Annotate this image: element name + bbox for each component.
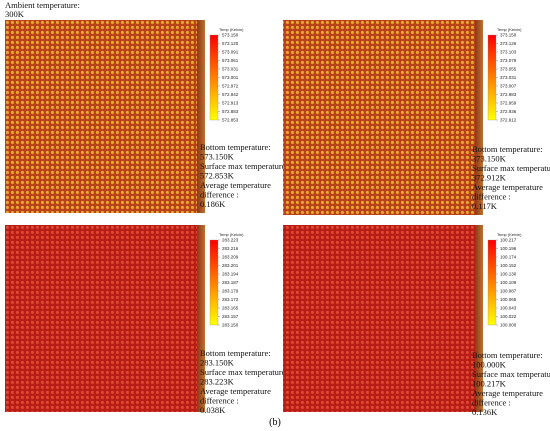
color-bar — [209, 34, 219, 121]
color-bar — [487, 34, 497, 121]
tick-label: 372.959 — [500, 101, 517, 106]
note: Surface max temperature: — [200, 367, 288, 377]
tick-label: 572.853 — [222, 118, 239, 123]
tick-label: 573.061 — [222, 58, 239, 63]
tick-label: 572.913 — [222, 101, 239, 106]
heat-edge — [475, 225, 483, 412]
heat-map — [283, 20, 475, 215]
note: 572.853K — [200, 171, 235, 181]
ambient-value: 300K — [5, 9, 25, 19]
tick-label: 572.972 — [222, 84, 239, 89]
tick-label: 100.065 — [500, 297, 517, 302]
tick-label: 573.150 — [222, 33, 239, 38]
tick-label: 373.079 — [500, 58, 517, 63]
note: 372.912K — [472, 173, 507, 183]
tick-label: 100.022 — [500, 314, 517, 319]
note: difference : — [472, 192, 511, 202]
tick-label: 373.007 — [500, 84, 517, 89]
note: 100.217K — [472, 379, 507, 389]
note: difference : — [200, 190, 239, 200]
tick-label: 283.172 — [222, 297, 239, 302]
note: Average temperature — [472, 182, 543, 192]
note: difference : — [200, 396, 239, 406]
tick-label: 100.043 — [500, 306, 517, 311]
heat-map — [5, 20, 197, 213]
caption: (b) — [269, 417, 281, 428]
note: Bottom temperature: — [200, 142, 271, 152]
note: difference : — [472, 398, 511, 408]
tick-label: 100.000 — [500, 323, 517, 328]
tick-label: 283.209 — [222, 255, 239, 260]
tick-label: 100.196 — [500, 246, 517, 251]
tick-label: 373.055 — [500, 67, 517, 72]
note: 283.150K — [200, 358, 235, 368]
tick-label: 100.152 — [500, 263, 517, 268]
tick-label: 572.942 — [222, 92, 239, 97]
note: Bottom temperature: — [472, 144, 543, 154]
color-bar — [209, 239, 219, 326]
note: 373.150K — [472, 154, 507, 164]
tick-label: 283.157 — [222, 314, 239, 319]
legend-title: Temp (Kelvin) — [497, 232, 522, 237]
tick-label: 100.217 — [500, 238, 517, 243]
tick-label: 283.201 — [222, 263, 239, 268]
heat-edge — [475, 20, 483, 215]
tick-label: 572.883 — [222, 109, 239, 114]
tick-label: 283.194 — [222, 272, 239, 277]
tick-label: 373.126 — [500, 41, 517, 46]
note: 0.186K — [200, 199, 226, 209]
color-bar — [487, 239, 497, 326]
tick-label: 573.031 — [222, 67, 239, 72]
legend-title: Temp (Kelvin) — [219, 232, 244, 237]
note: Average temperature — [472, 388, 543, 398]
note: 100.000K — [472, 360, 507, 370]
tick-label: 573.091 — [222, 50, 239, 55]
tick-label: 373.150 — [500, 33, 517, 38]
tick-label: 573.120 — [222, 41, 239, 46]
note: 0.117K — [472, 201, 498, 211]
note: 0.136K — [472, 407, 498, 417]
tick-label: 283.187 — [222, 280, 239, 285]
tick-label: 283.150 — [222, 323, 239, 328]
legend-title: Temp (Kelvin) — [219, 27, 244, 32]
note: Bottom temperature: — [200, 348, 271, 358]
tick-label: 283.179 — [222, 289, 239, 294]
tick-label: 283.216 — [222, 246, 239, 251]
note: Bottom temperature: — [472, 350, 543, 360]
note: Average temperature — [200, 180, 271, 190]
note: Surface max temperature: — [200, 161, 288, 171]
legend-title: Temp (Kelvin) — [497, 27, 522, 32]
heat-edge — [197, 225, 205, 412]
note: Surface max temperature: — [472, 369, 550, 379]
note: 573.150K — [200, 152, 235, 162]
heat-map — [5, 225, 197, 412]
heat-edge — [197, 20, 205, 213]
tick-label: 100.174 — [500, 255, 517, 260]
ambient-label: Ambient temperature: — [5, 0, 80, 10]
heat-map — [283, 225, 475, 412]
tick-label: 372.936 — [500, 109, 517, 114]
note: 0.038K — [200, 405, 226, 415]
note: 283.223K — [200, 377, 235, 387]
tick-label: 573.001 — [222, 75, 239, 80]
tick-label: 283.223 — [222, 238, 239, 243]
tick-label: 372.912 — [500, 118, 517, 123]
tick-label: 100.087 — [500, 289, 517, 294]
tick-label: 372.983 — [500, 92, 517, 97]
tick-label: 373.031 — [500, 75, 517, 80]
tick-label: 373.103 — [500, 50, 517, 55]
tick-label: 100.130 — [500, 272, 517, 277]
tick-label: 283.165 — [222, 306, 239, 311]
note: Surface max temperature: — [472, 163, 550, 173]
note: Average temperature — [200, 386, 271, 396]
tick-label: 100.109 — [500, 280, 517, 285]
